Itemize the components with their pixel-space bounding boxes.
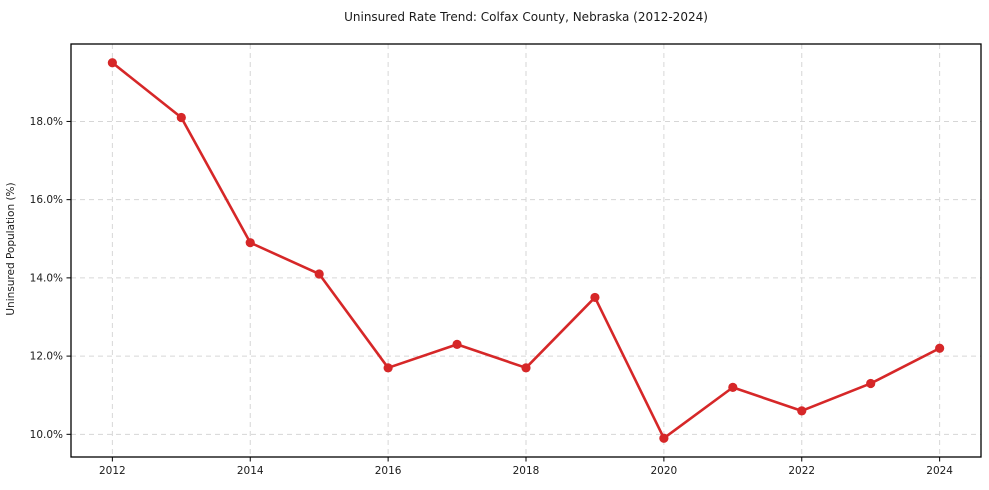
plot-area: 2012 2014 2016 2018 2020 2022 2024 10.0% 12.0% 14… (30, 43, 982, 477)
data-point (659, 433, 669, 443)
data-point (245, 238, 255, 248)
y-tick-label: 12.0% (30, 351, 63, 363)
x-tick-label: 2016 (375, 465, 402, 477)
data-point (728, 382, 738, 392)
data-point (521, 363, 531, 373)
data-point (935, 343, 945, 353)
y-tick-label: 14.0% (30, 272, 63, 284)
x-tick-label: 2020 (651, 465, 678, 477)
grid-lines (71, 44, 981, 457)
data-point (176, 112, 186, 123)
data-point (452, 339, 462, 349)
y-tick-label: 10.0% (30, 429, 63, 441)
y-tick-label: 16.0% (30, 194, 63, 206)
x-tick-label: 2018 (513, 465, 540, 477)
tick-marks (66, 120, 941, 462)
y-axis-label: Uninsured Population (%) (5, 182, 17, 315)
data-points (107, 58, 945, 443)
chart-title: Uninsured Rate Trend: Colfax County, Neb… (344, 10, 708, 24)
x-tick-label: 2024 (926, 465, 953, 477)
y-tick-label: 18.0% (30, 116, 63, 128)
x-tick-label: 2014 (237, 465, 264, 477)
data-point (107, 58, 117, 68)
tick-labels: 2012 2014 2016 2018 2020 2022 2024 10.0% 12.0% 14… (30, 116, 954, 477)
x-tick-label: 2022 (788, 465, 815, 477)
x-tick-label: 2012 (99, 465, 126, 477)
data-point (797, 406, 807, 416)
data-point (314, 269, 324, 279)
data-point (590, 292, 600, 303)
data-point (866, 378, 876, 389)
data-point (383, 363, 393, 373)
